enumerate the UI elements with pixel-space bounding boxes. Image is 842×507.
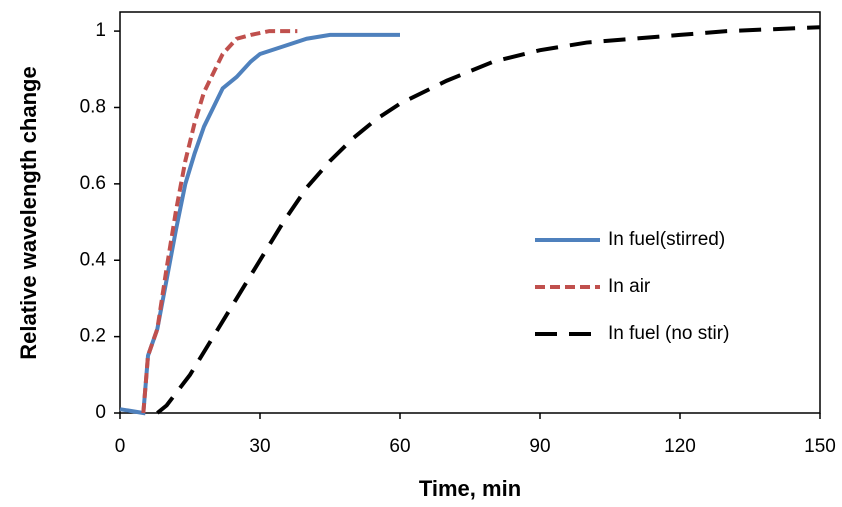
plot-frame [119, 11, 821, 414]
x-tick-label: 0 [115, 436, 126, 457]
y-tick-label: 0.6 [80, 173, 106, 194]
y-tick-label: 0.4 [80, 249, 107, 270]
series-line [156, 25, 821, 415]
legend-label: In fuel (no stir) [608, 323, 729, 344]
x-tick-label: 30 [249, 436, 270, 457]
x-tick-label: 90 [529, 436, 550, 457]
x-tick-label: 120 [664, 436, 696, 457]
y-tick-label: 1 [95, 20, 106, 41]
y-tick-label: 0 [95, 402, 106, 423]
x-tick-label: 60 [389, 436, 410, 457]
y-tick-label: 0.8 [80, 96, 106, 117]
x-tick-label: 150 [804, 436, 836, 457]
series-line [119, 32, 400, 416]
legend-label: In air [608, 276, 651, 297]
series-line [141, 29, 298, 414]
legend-label: In fuel(stirred) [608, 229, 725, 250]
x-axis-title: Time, min [419, 476, 521, 501]
y-axis-title: Relative wavelength change [16, 66, 41, 359]
y-tick-label: 0.2 [80, 326, 106, 347]
